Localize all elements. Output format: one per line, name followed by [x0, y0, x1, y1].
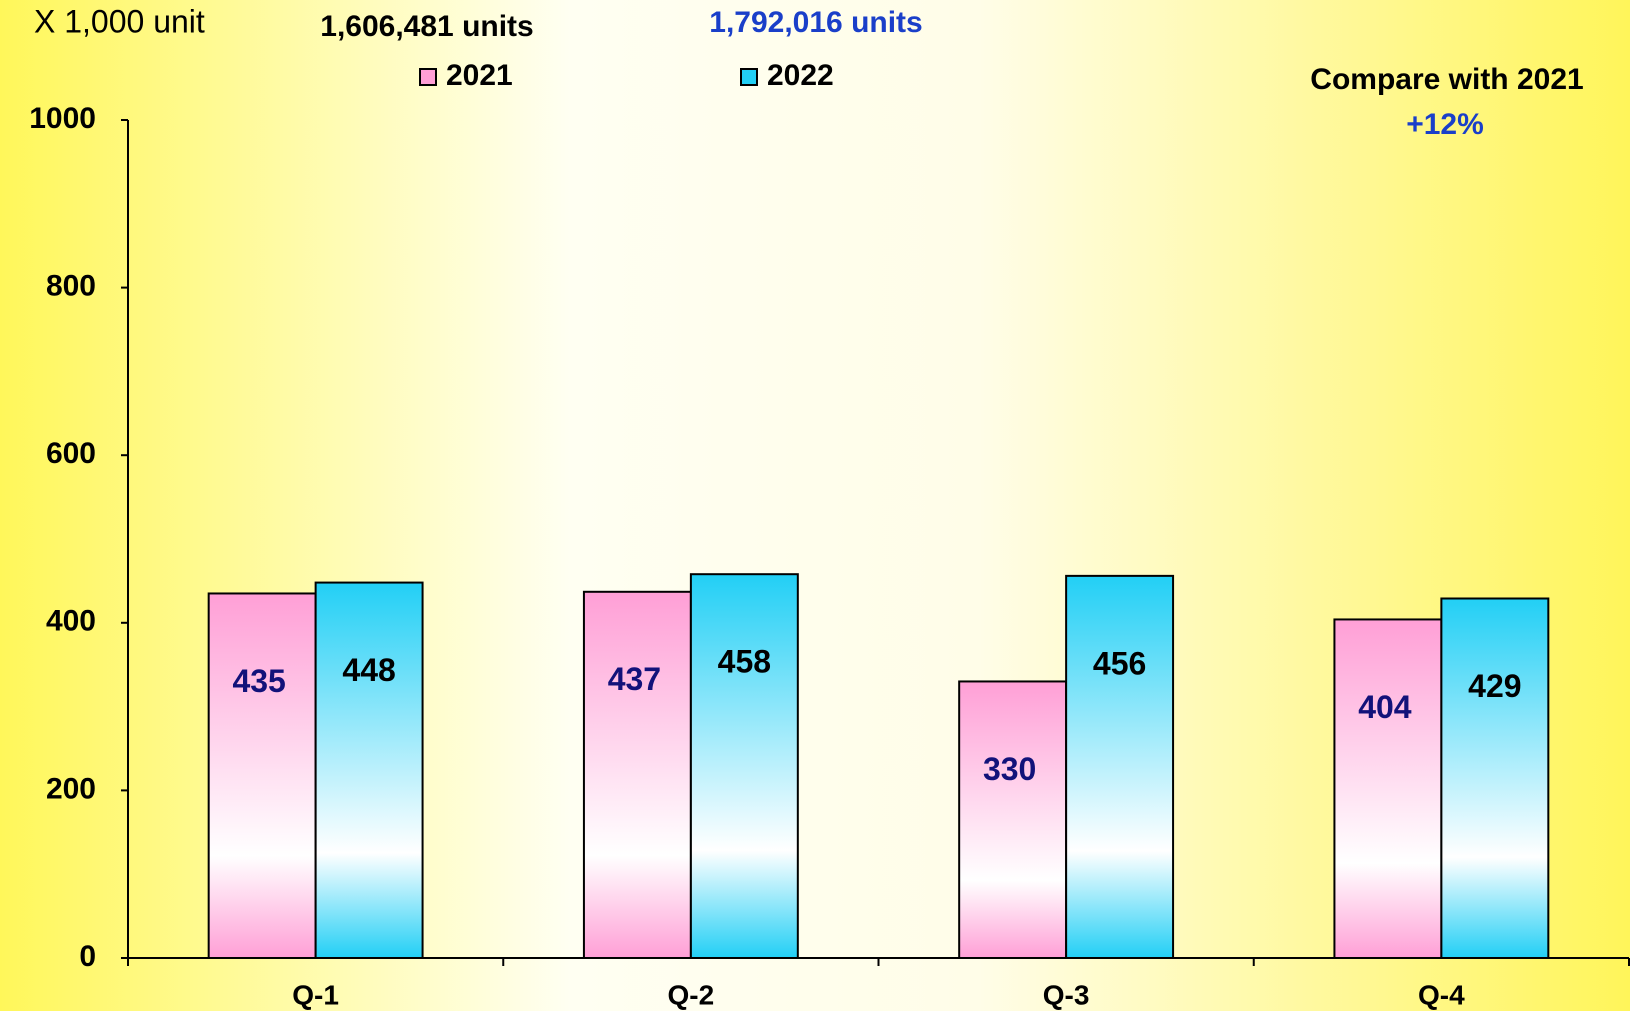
bar — [582, 590, 692, 959]
y-tick-label: 800 — [46, 270, 96, 303]
legend-label: 2021 — [446, 59, 513, 92]
data-label: 429 — [1468, 668, 1521, 704]
bar — [1333, 618, 1443, 959]
annotation-change: +12% — [1406, 108, 1484, 141]
y-tick-label: 0 — [79, 940, 96, 973]
legend-swatch — [740, 68, 758, 86]
x-tick-label: Q-3 — [1043, 979, 1090, 1010]
series-total: 1,792,016 units — [709, 6, 922, 39]
y-axis-unit: X 1,000 unit — [34, 3, 205, 39]
x-tick-label: Q-4 — [1418, 979, 1465, 1010]
legend-swatch — [419, 68, 437, 86]
bar — [314, 581, 424, 959]
data-label: 458 — [718, 644, 771, 680]
annotation: Compare with 2021 — [1310, 63, 1583, 96]
y-tick-label: 600 — [46, 437, 96, 470]
data-label: 435 — [232, 663, 285, 699]
bar — [1065, 574, 1175, 959]
y-tick-label: 400 — [46, 605, 96, 638]
x-tick-label: Q-2 — [668, 979, 715, 1010]
y-tick-label: 200 — [46, 772, 96, 805]
series-total: 1,606,481 units — [320, 10, 533, 43]
data-label: 456 — [1093, 645, 1146, 681]
data-label: 330 — [983, 751, 1036, 787]
bar — [1440, 597, 1550, 959]
bar — [958, 680, 1068, 960]
data-label: 448 — [342, 652, 395, 688]
y-tick-label: 1000 — [29, 102, 96, 135]
x-tick-label: Q-1 — [292, 979, 339, 1010]
legend-label: 2022 — [767, 59, 834, 92]
data-label: 437 — [608, 661, 661, 697]
data-label: 404 — [1358, 689, 1412, 725]
bar — [207, 592, 317, 959]
bar — [689, 573, 799, 959]
